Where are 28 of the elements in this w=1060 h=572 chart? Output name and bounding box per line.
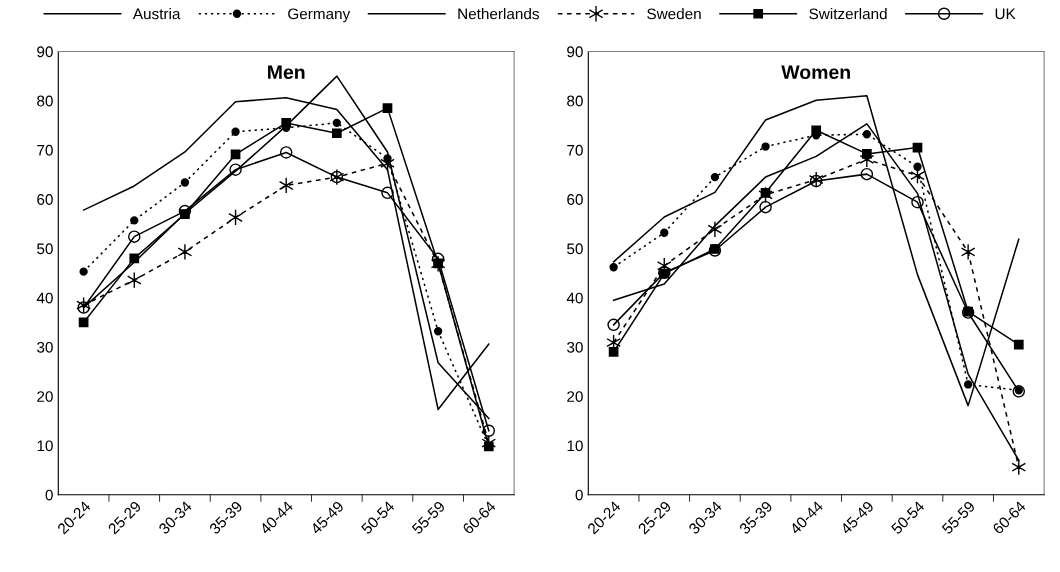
y-tick-label: 70 <box>567 144 583 156</box>
y-tick-label: 80 <box>567 95 583 107</box>
y-tick-label: 60 <box>567 194 583 205</box>
y-tick-label: 30 <box>567 341 583 353</box>
y-tick-label: 80 <box>37 95 53 107</box>
y-tick-label: 90 <box>567 46 583 58</box>
y-tick-label: 20 <box>567 391 583 402</box>
legend-label: UK <box>995 8 1016 20</box>
legend-label: Netherlands <box>458 8 539 20</box>
y-tick-label: 20 <box>37 391 53 402</box>
legend-label: Germany <box>288 8 351 23</box>
text: Men <box>268 65 305 80</box>
y-tick-label: 0 <box>575 489 583 501</box>
text: Women <box>781 65 850 80</box>
y-tick-label: 40 <box>566 292 583 304</box>
y-tick-label: 60 <box>37 194 53 205</box>
y-tick-label: 10 <box>37 440 53 452</box>
legend-label: Sweden <box>647 8 701 20</box>
legend-label: Switzerland <box>809 8 887 20</box>
y-tick-label: 30 <box>37 341 53 353</box>
y-tick-label: 50 <box>567 243 583 255</box>
y-tick-label: 90 <box>37 46 53 58</box>
legend-label: Austria <box>132 8 181 20</box>
y-tick-label: 0 <box>45 489 53 501</box>
y-tick-label: 50 <box>37 243 53 255</box>
y-tick-label: 40 <box>36 292 53 304</box>
y-tick-label: 10 <box>567 440 583 452</box>
y-tick-label: 70 <box>37 144 53 156</box>
